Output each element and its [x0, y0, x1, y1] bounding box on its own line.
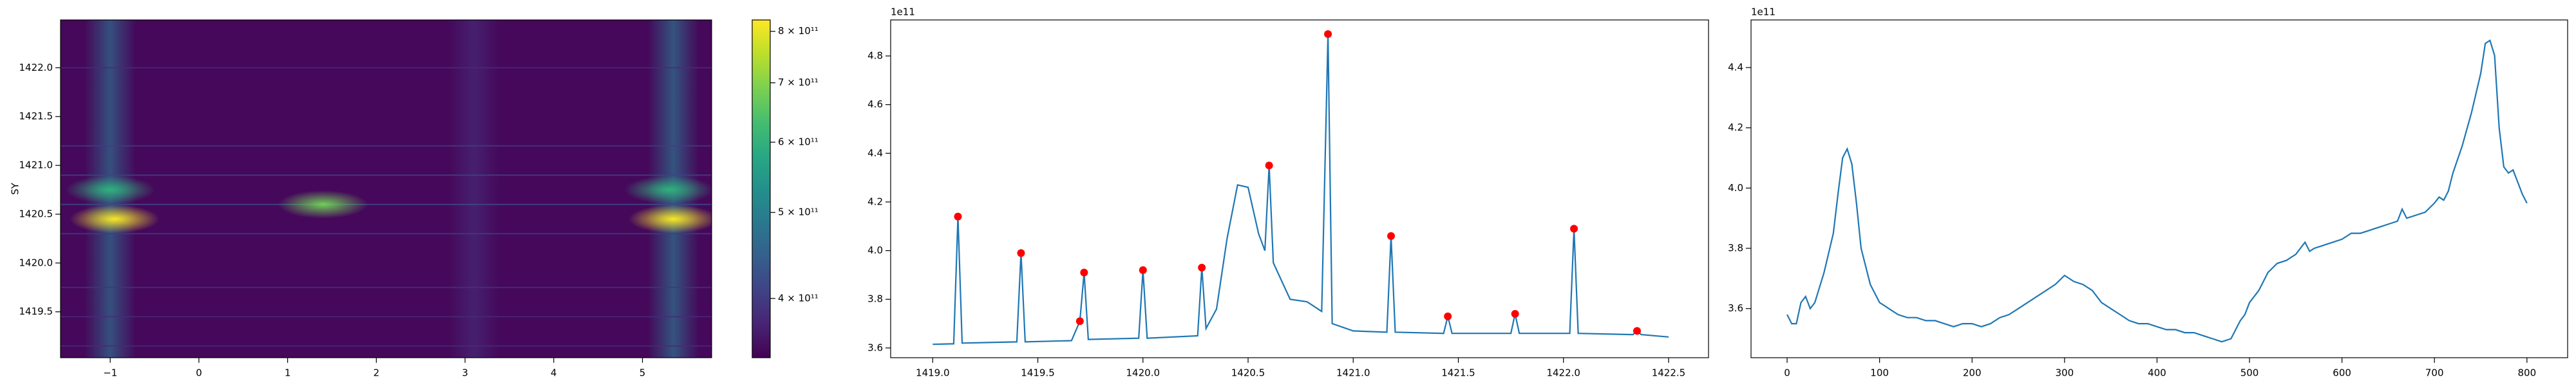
x-tick-label: 2 [374, 367, 380, 379]
y-tick-label: 1421.5 [19, 111, 53, 122]
peak-marker [1075, 317, 1084, 326]
x-tick-label: 300 [2055, 367, 2074, 379]
y-tick-label: 1420.0 [19, 257, 53, 268]
y-tick-label: 4.8 [867, 50, 883, 61]
peak-marker [1511, 309, 1519, 318]
y-tick-label: 1419.5 [19, 306, 53, 317]
axes-frame [1750, 19, 2568, 358]
row-line [61, 174, 712, 176]
hotspot [65, 176, 156, 205]
x-tick-label: 1422.0 [1546, 367, 1580, 379]
peak-marker [1444, 312, 1452, 320]
peak-marker [1198, 264, 1206, 272]
y-tick-label: 3.8 [867, 293, 883, 305]
x-tick-label: 3 [462, 367, 468, 379]
hotspot [628, 205, 712, 234]
x-tick-label: 1419.5 [1021, 367, 1055, 379]
y-tick-label: 4.4 [1728, 61, 1743, 73]
data-line [1786, 39, 2528, 343]
x-tick-label: 1421.5 [1441, 367, 1475, 379]
colorbar [752, 19, 771, 358]
x-tick-label: 700 [2425, 367, 2444, 379]
peak-marker [1080, 268, 1088, 277]
y-tick-label: 3.6 [867, 342, 883, 353]
heatmap-background [61, 20, 712, 358]
x-tick-label: 200 [1963, 367, 1982, 379]
hotspot [623, 176, 712, 205]
y-tick-label: 3.8 [1728, 242, 1743, 253]
x-tick-label: 100 [1870, 367, 1889, 379]
data-line [933, 33, 1669, 345]
axes-frame [890, 19, 1709, 358]
x-tick-label: 1422.5 [1652, 367, 1686, 379]
x-tick-label: 800 [2517, 367, 2536, 379]
x-tick-label: 600 [2333, 367, 2351, 379]
peak-marker [954, 212, 962, 221]
colorbar-tick-label: 7 × 10¹¹ [778, 77, 819, 88]
row-line [61, 286, 712, 288]
x-tick-label: 0 [1784, 367, 1790, 379]
y-axis-label: SY [10, 182, 21, 195]
peak-marker [1570, 225, 1578, 233]
row-line [61, 67, 712, 69]
y-tick-label: 4.2 [1728, 122, 1743, 133]
y-tick-label: 4.4 [867, 147, 883, 159]
y-tick-label: 4.0 [1728, 182, 1743, 194]
colorbar-tick-label: 4 × 10¹¹ [778, 292, 819, 304]
x-tick-label: 500 [2240, 367, 2259, 379]
y-tick-label: 1422.0 [19, 62, 53, 73]
peak-marker [1139, 266, 1147, 274]
y-tick-label: 4.2 [867, 196, 883, 207]
colorbar-tick-label: 8 × 10¹¹ [778, 25, 819, 37]
hotspot [278, 190, 368, 219]
peak-marker [1265, 161, 1273, 170]
colorbar-tick-label: 5 × 10¹¹ [778, 207, 819, 218]
y-tick-label: 4.6 [867, 98, 883, 110]
peak-marker [1633, 327, 1641, 335]
heatmap-image [61, 20, 712, 358]
peak-marker [1324, 30, 1332, 38]
y-tick-label: 4.0 [867, 244, 883, 256]
offset-label: 1e11 [1751, 6, 1776, 18]
x-tick-label: 1 [285, 367, 291, 379]
y-tick-label: 1421.0 [19, 160, 53, 171]
offset-label: 1e11 [891, 6, 915, 18]
x-tick-label: 1420.0 [1126, 367, 1160, 379]
column-band [448, 20, 500, 358]
row-line [61, 145, 712, 147]
x-tick-label: 4 [551, 367, 557, 379]
x-tick-label: 1421.0 [1336, 367, 1370, 379]
row-line [61, 203, 712, 205]
x-tick-label: 1420.5 [1231, 367, 1265, 379]
row-line [61, 316, 712, 318]
x-tick-label: 0 [196, 367, 202, 379]
colorbar-tick-label: 6 × 10¹¹ [778, 136, 819, 148]
peak-marker [1387, 232, 1396, 240]
row-line [61, 233, 712, 235]
peak-marker [1017, 249, 1025, 257]
x-tick-label: 5 [639, 367, 646, 379]
x-tick-label: 1419.0 [916, 367, 950, 379]
axes-frame [60, 19, 712, 358]
row-line [61, 345, 712, 347]
x-tick-label: 400 [2148, 367, 2166, 379]
hotspot [70, 205, 160, 234]
x-tick-label: −1 [103, 367, 117, 379]
y-tick-label: 3.6 [1728, 302, 1743, 314]
y-tick-label: 1420.5 [19, 208, 53, 219]
